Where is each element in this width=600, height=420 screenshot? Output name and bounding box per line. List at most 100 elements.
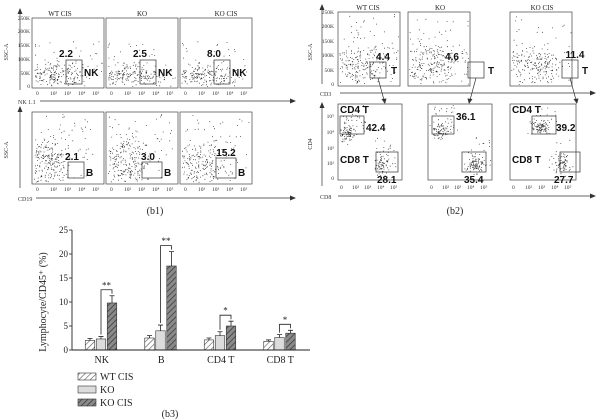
b3-bar-2-0 xyxy=(203,339,215,351)
b1-nk-gate-label-2: NK xyxy=(158,68,173,79)
flow-events xyxy=(464,137,491,175)
b3-sig-1: ** xyxy=(162,236,172,246)
b2-cd-frame-1 xyxy=(337,103,403,181)
b2-ytick-1: 50K xyxy=(325,68,335,74)
b2-t-plot-1: WT CIS 4.4 T xyxy=(337,4,401,87)
b3-legend-swatch-0 xyxy=(77,372,97,381)
b2-xtick-c1: 10² xyxy=(525,185,533,191)
b1-xticks-row1: 0 10² 10³ 10⁴ 10⁵ 0 10² 10³ 10⁴ 10⁵ 0 10… xyxy=(36,91,248,97)
b2-xtick-b3: 10⁴ xyxy=(467,185,475,191)
b3-errorbar-1-0 xyxy=(147,335,152,338)
flow-events xyxy=(34,114,94,183)
b1-nk-plot-2: KO 2.5 NK xyxy=(105,10,179,89)
b1-b-gate-2 xyxy=(141,161,163,179)
flow-events xyxy=(511,16,572,85)
b1-nk-gate-label-1: NK xyxy=(84,68,99,79)
b2-xtick-c2: 10³ xyxy=(538,185,546,191)
b3-legend-swatch-2 xyxy=(77,398,97,407)
b1-ytick-0: 0 xyxy=(27,84,30,90)
b2-cd8-events-2 xyxy=(464,137,491,175)
b1-b-gate-label-2: B xyxy=(164,168,171,179)
b2-cd8-value-2: 35.4 xyxy=(464,175,484,186)
b2-cd8-axis-arrowhead xyxy=(590,193,596,199)
b1-nk-events-3 xyxy=(181,41,248,87)
b2-cd4-value-2: 36.1 xyxy=(456,112,476,123)
b1-xtick-a3: 10⁴ xyxy=(78,91,86,97)
b2-t-events-2 xyxy=(409,18,469,85)
b2-cd4-ytick-1: 10² xyxy=(327,161,335,167)
b2-gate-arrow-3 xyxy=(569,77,577,101)
b3-ytick-2: 10 xyxy=(59,297,69,307)
b2-cd4-ytick-0: 0 xyxy=(331,176,334,182)
b3-significance-bracket-0 xyxy=(100,289,113,335)
b2-xticks-row2: 0 10² 10³ 10⁴ 10⁵ 0 10² 10³ 10⁴ 10⁵ 0 10… xyxy=(340,185,572,191)
b3-bar-1-2 xyxy=(166,265,177,351)
b1-b-plot-2: 3.0 B xyxy=(105,111,179,185)
b2-title-2: KO xyxy=(435,4,445,12)
b3-errorbar-2-1 xyxy=(217,331,223,336)
b3-ytick-1: 5 xyxy=(64,321,69,331)
b2-xtick-a1: 10² xyxy=(352,185,360,191)
b1-ssc-axis-arrowhead-1 xyxy=(17,8,23,14)
b1-xtick-a2: 10³ xyxy=(64,91,72,97)
b2-cd4-gate-3 xyxy=(531,115,557,135)
b2-xtick-a3: 10⁴ xyxy=(377,185,385,191)
b1-xtick-f2: 10³ xyxy=(212,187,220,193)
b3-significance-bracket-3 xyxy=(279,323,291,333)
b2-cd-plot-3: CD4 T 39.2 CD8 T 27.7 xyxy=(509,103,581,186)
b2-gate-arrows xyxy=(377,77,579,104)
b2-title-3: KO CIS xyxy=(531,4,554,12)
b2-ssc-label: SSC-A xyxy=(308,43,314,61)
b1-ytick-5: 250K xyxy=(18,16,30,22)
b1-b-gate-label-1: B xyxy=(86,168,93,179)
b1-nk-frame-3 xyxy=(179,17,253,89)
b1-title-1: WT CIS xyxy=(48,10,72,18)
b3-errorbar-1-2 xyxy=(169,251,174,266)
b3-sig-2: * xyxy=(223,306,228,316)
b1-ytick-1: 50K xyxy=(21,71,31,77)
b3-bar-0-2 xyxy=(106,302,118,351)
b1-ssc-axis-arrowhead-2 xyxy=(17,106,23,112)
b2-t-value-2: 4.6 xyxy=(445,52,459,63)
b1-b-value-2: 3.0 xyxy=(141,152,155,163)
b2-t-gate-label-3: T xyxy=(582,66,588,77)
b2-xtick-c0: 0 xyxy=(512,185,515,191)
b2-ytick-4: 200K xyxy=(322,24,334,30)
b1-nk-events-1 xyxy=(34,41,103,87)
b2-cd4-gate-label-3: CD4 T xyxy=(512,105,541,116)
b2-xtick-b1: 10² xyxy=(442,185,450,191)
b2-t-value-3: 11.4 xyxy=(566,50,585,61)
b3-errorbar-2-0 xyxy=(206,337,212,340)
b2-cd8-gate-label-3: CD8 T xyxy=(512,155,541,166)
b2-cd4-value-3: 39.2 xyxy=(556,123,576,134)
b1-b-value-3: 15.2 xyxy=(216,148,236,159)
b3-bar-2-1 xyxy=(214,335,226,351)
b2-xtick-c4: 10⁵ xyxy=(564,185,572,191)
b1-xtick-b2: 10³ xyxy=(138,91,146,97)
b1-b-events-3 xyxy=(182,115,250,183)
panel-b2: WT CIS 4.4 T KO 4.6 T KO CIS 11.4 T SSC-… xyxy=(308,4,596,217)
b1-b-gate-label-3: B xyxy=(238,168,245,179)
b3-bar-0-1 xyxy=(95,338,107,351)
b3-bar-1-0 xyxy=(144,337,155,351)
b1-xtick-d4: 10⁵ xyxy=(92,187,100,193)
b2-cd4-gate-1 xyxy=(339,115,365,135)
b1-nk-value-1: 2.2 xyxy=(59,49,73,60)
b3-sig-3: * xyxy=(283,315,288,325)
b2-ytick-0: 0 xyxy=(331,82,334,88)
b2-ssc-axis-arrowhead xyxy=(319,4,325,10)
b3-category-0: NK xyxy=(95,355,110,366)
b1-ytick-4: 200K xyxy=(18,29,30,35)
b1-b-value-1: 2.1 xyxy=(65,152,79,163)
b3-category-1: B xyxy=(158,355,165,366)
b3-errorbar-1-1 xyxy=(158,324,163,331)
b1-ytick-2: 100K xyxy=(18,57,30,63)
b2-xtick-b0: 0 xyxy=(430,185,433,191)
b2-t-events-3 xyxy=(511,16,572,85)
b3-ylabel: Lymphocyte/CD45⁺ (%) xyxy=(38,252,49,351)
b3-bar-3-1 xyxy=(274,337,285,351)
b1-xtick-d1: 10² xyxy=(50,187,58,193)
flow-events xyxy=(340,105,366,145)
b2-xtick-a4: 10⁵ xyxy=(390,185,398,191)
